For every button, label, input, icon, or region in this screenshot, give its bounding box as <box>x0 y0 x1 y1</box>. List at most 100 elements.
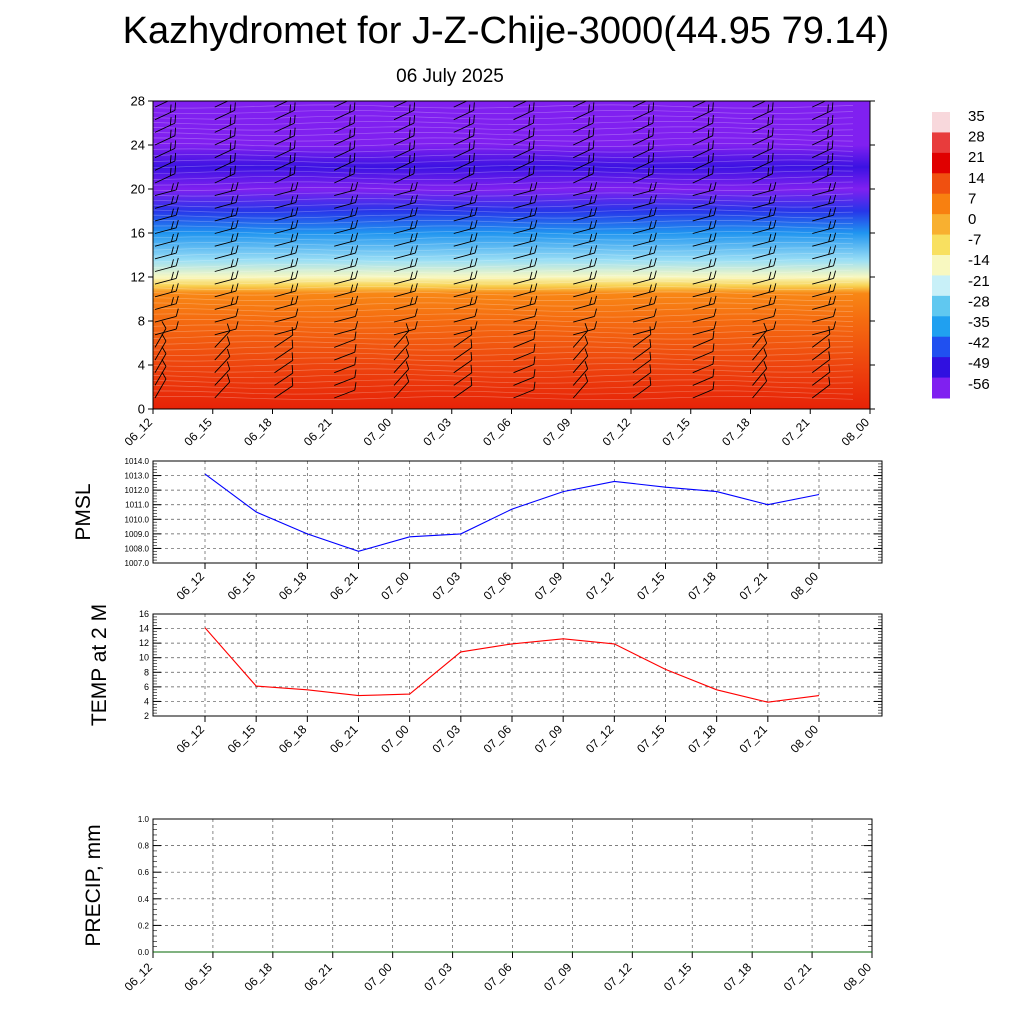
wind-barb <box>154 371 167 399</box>
x-tick-label: 06_18 <box>241 960 275 994</box>
colorbar-label: 14 <box>968 170 985 187</box>
wind-barb <box>752 194 777 209</box>
wind-barb <box>573 194 597 209</box>
colorbar-swatch <box>932 295 950 317</box>
colorbar-swatch <box>932 316 950 338</box>
colorbar-swatch <box>932 193 950 215</box>
wind-barb <box>334 232 358 247</box>
x-tick-label: 07_15 <box>634 722 668 756</box>
wind-barb <box>752 101 773 108</box>
x-tick-label: 07_18 <box>685 569 719 603</box>
wind-barb <box>869 115 896 132</box>
wind-barb <box>274 321 299 336</box>
wind-barb <box>513 381 536 399</box>
wind-barb <box>154 102 177 121</box>
x-tick-label: 06_12 <box>174 569 208 603</box>
wind-barb <box>453 140 475 159</box>
wind-barb <box>274 365 294 386</box>
wind-barb <box>393 152 416 171</box>
wind-barb <box>572 323 589 348</box>
x-tick-label: 07_06 <box>481 960 515 994</box>
wind-barb <box>393 348 410 374</box>
x-tick-label: 08_00 <box>788 722 822 756</box>
wind-barb <box>393 194 418 209</box>
wind-barb <box>393 335 410 361</box>
x-tick-label: 07_21 <box>736 722 770 756</box>
y-tick-label: 0.4 <box>138 895 150 904</box>
x-tick-label: 06_15 <box>225 569 259 603</box>
wind-barb <box>334 283 358 298</box>
wind-barb <box>214 140 236 159</box>
wind-barb <box>154 219 179 234</box>
wind-barb <box>632 321 657 336</box>
wind-barb <box>334 127 356 146</box>
wind-barb <box>869 90 896 107</box>
colorbar-swatch <box>932 112 950 133</box>
wind-barb <box>811 376 831 399</box>
y-tick-label: 1011.0 <box>125 501 149 510</box>
contour-lines <box>153 104 854 400</box>
colorbar: 35 28 21 14 7 0 -7 -14 -21 -28 -35 -42 -49 -56 <box>932 108 990 399</box>
wind-barb <box>812 194 836 209</box>
wind-barb <box>513 295 538 310</box>
wind-barb <box>274 219 299 234</box>
wind-barb <box>274 257 299 272</box>
wind-barb <box>513 331 536 348</box>
wind-barb <box>334 181 358 197</box>
wind-barb <box>334 257 358 272</box>
wind-barb <box>869 166 896 183</box>
wind-barb <box>632 101 654 108</box>
wind-barb <box>393 308 418 323</box>
wind-barb <box>214 245 239 260</box>
wind-barb <box>692 270 717 285</box>
wind-barb <box>334 207 358 222</box>
wind-barb <box>572 361 589 386</box>
temperature-heatmap: 0 4 8 12 16 20 24 28 06_12 06_15 06_18 06_21 07_00 07… <box>122 90 897 449</box>
wind-barb <box>453 321 478 336</box>
wind-barb <box>274 181 299 197</box>
wind-barb <box>393 165 416 184</box>
x-tick-label: 07_00 <box>361 415 395 449</box>
wind-barb <box>393 295 418 310</box>
wind-barb <box>812 283 836 298</box>
colorbar-label: -21 <box>968 273 990 290</box>
wind-barb <box>453 152 475 171</box>
wind-barb <box>393 219 418 234</box>
wind-barb <box>154 232 179 247</box>
x-tick-label: 07_12 <box>583 722 617 756</box>
y-tick-label: 0.2 <box>138 921 150 930</box>
wind-barb <box>870 309 897 322</box>
wind-barb <box>870 207 897 220</box>
wind-barb <box>334 194 358 209</box>
wind-barb <box>812 140 834 159</box>
wind-barb <box>869 368 896 385</box>
y-tick-label: 12 <box>131 270 145 285</box>
colorbar-swatch <box>932 357 950 379</box>
wind-barb <box>752 321 777 336</box>
wind-barb <box>214 102 236 121</box>
x-tick-label: 07_06 <box>481 569 515 603</box>
wind-barb <box>692 101 713 108</box>
wind-barb <box>811 338 831 361</box>
wind-barb <box>513 181 538 197</box>
wind-barb <box>870 245 897 258</box>
wind-barb <box>752 295 777 310</box>
wind-barb <box>274 308 299 323</box>
precip-chart: 0.0 0.2 0.4 0.6 0.8 1.0 06_12 06_15 06_18 06_21 07… <box>82 815 874 994</box>
wind-barb <box>453 326 473 348</box>
wind-barb <box>453 377 473 399</box>
pmsl-chart: 1007.0 1008.0 1009.0 1010.0 1011.0 1012.0 1013… <box>72 457 883 603</box>
wind-barb <box>154 359 167 386</box>
wind-barb <box>870 195 897 208</box>
wind-barb <box>393 257 418 272</box>
wind-barb <box>214 321 239 336</box>
wind-barb <box>334 245 358 260</box>
y-tick-label: 4 <box>138 358 145 373</box>
wind-barb <box>214 115 236 133</box>
wind-barb <box>632 295 657 310</box>
wind-barb <box>453 308 478 323</box>
wind-barb <box>573 219 597 234</box>
wind-barb <box>393 127 416 146</box>
wind-barb <box>752 322 768 348</box>
